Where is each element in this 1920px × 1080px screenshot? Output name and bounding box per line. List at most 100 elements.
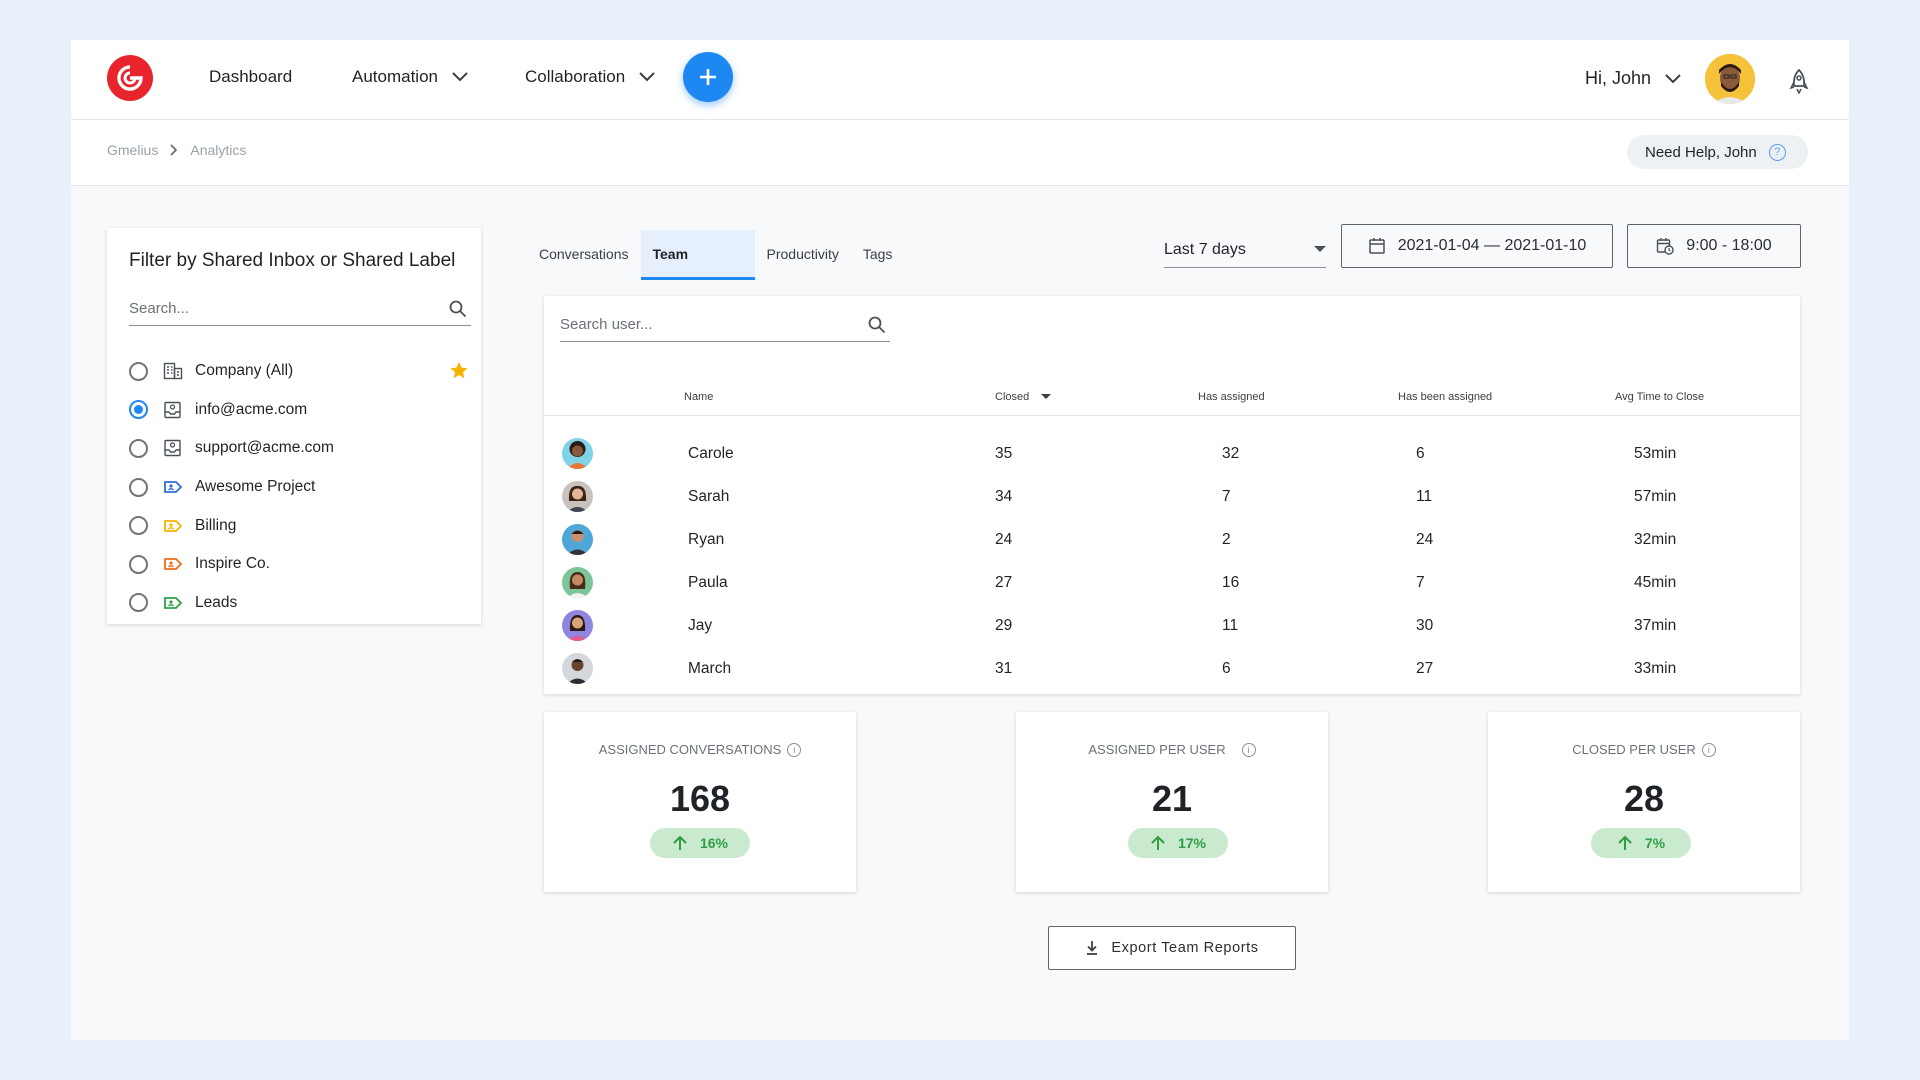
radio-button[interactable] xyxy=(129,593,148,613)
cell-closed: 24 xyxy=(995,530,1013,548)
info-icon[interactable]: i xyxy=(787,742,802,757)
radio-button[interactable] xyxy=(129,477,148,497)
arrow-up-icon xyxy=(673,835,687,850)
tab-tags[interactable]: Tags xyxy=(862,246,893,262)
tab-conversations[interactable]: Conversations xyxy=(539,246,629,262)
need-help-label: Need Help, John xyxy=(1645,143,1757,161)
table-row[interactable]: Paula 27 16 7 45min xyxy=(544,561,1800,604)
search-icon[interactable] xyxy=(449,300,467,318)
need-help-button[interactable]: Need Help, John ? xyxy=(1627,135,1808,169)
cell-closed: 29 xyxy=(995,616,1013,634)
stat-label: ASSIGNED CONVERSATIONS xyxy=(598,742,782,757)
filter-title: Filter by Shared Inbox or Shared Label xyxy=(129,250,456,271)
cell-name: March xyxy=(688,659,732,677)
nav-collaboration[interactable]: Collaboration xyxy=(525,62,655,92)
arrow-up-icon xyxy=(1618,835,1632,850)
filter-item-awesome-project[interactable]: Awesome Project xyxy=(129,468,471,507)
search-icon[interactable] xyxy=(868,316,886,334)
stat-value: 168 xyxy=(669,778,731,819)
download-icon xyxy=(1087,941,1098,955)
export-label: Export Team Reports xyxy=(1111,940,1259,956)
radio-button[interactable] xyxy=(129,361,148,381)
filter-item-label: Inspire Co. xyxy=(195,555,270,573)
nav-dashboard[interactable]: Dashboard xyxy=(209,62,292,92)
cell-closed: 34 xyxy=(995,487,1013,505)
date-range-select[interactable]: Last 7 days xyxy=(1164,232,1326,268)
avatar xyxy=(562,481,593,512)
cell-name: Paula xyxy=(688,573,728,591)
user-search-field xyxy=(560,308,890,342)
rocket-icon[interactable] xyxy=(1789,68,1809,94)
cell-closed: 27 xyxy=(995,573,1013,591)
cell-avg-time: 37min xyxy=(1634,616,1677,634)
filter-item-leads[interactable]: Leads xyxy=(129,584,471,623)
greeting-text: Hi, John xyxy=(1585,68,1652,88)
export-team-reports-button[interactable]: Export Team Reports xyxy=(1048,926,1296,970)
hours-picker-button[interactable]: 9:00 - 18:00 xyxy=(1627,224,1801,268)
label-icon xyxy=(164,519,183,532)
cell-has-assigned: 6 xyxy=(1222,659,1231,677)
info-icon[interactable]: i xyxy=(1701,742,1716,757)
column-header-has-assigned[interactable]: Has assigned xyxy=(1198,391,1265,403)
cell-has-been-assigned: 30 xyxy=(1416,616,1434,634)
avatar xyxy=(562,567,593,598)
breadcrumb-gmelius[interactable]: Gmelius xyxy=(107,142,159,158)
radio-button[interactable] xyxy=(129,438,148,458)
user-search-input[interactable] xyxy=(560,308,890,341)
tab-team[interactable]: Team xyxy=(640,230,755,280)
info-icon[interactable]: i xyxy=(1241,742,1256,757)
filter-item-company[interactable]: Company (All) xyxy=(129,352,471,391)
column-header-closed[interactable]: Closed xyxy=(995,378,1052,416)
cell-has-assigned: 32 xyxy=(1222,444,1240,462)
trend-badge: 17% xyxy=(1128,828,1228,858)
tab-productivity[interactable]: Productivity xyxy=(766,246,839,262)
team-table-card: Name Closed Has assigned Has been assign… xyxy=(544,296,1800,694)
stat-label: CLOSED PER USER xyxy=(1572,742,1696,757)
nav-automation[interactable]: Automation xyxy=(352,62,468,92)
column-header-avg-time[interactable]: Avg Time to Close xyxy=(1615,391,1705,403)
trend-value: 17% xyxy=(1177,835,1207,851)
table-row[interactable]: Ryan 24 2 24 32min xyxy=(544,518,1800,561)
filter-search-input[interactable] xyxy=(129,292,471,325)
radio-button[interactable] xyxy=(129,554,148,574)
stat-card-closed-per-user: CLOSED PER USER i 28 7% xyxy=(1488,712,1800,892)
stat-value: 28 xyxy=(1623,778,1665,819)
breadcrumb: Gmelius Analytics xyxy=(107,142,246,158)
table-row[interactable]: March 31 6 27 33min xyxy=(544,647,1800,690)
report-tabs: Conversations Team Productivity Tags xyxy=(527,230,904,280)
radio-button-selected[interactable] xyxy=(129,400,148,420)
table-row[interactable]: Carole 35 32 6 53min xyxy=(544,432,1800,475)
table-header: Name Closed Has assigned Has been assign… xyxy=(544,378,1800,416)
filter-item-inspire[interactable]: Inspire Co. xyxy=(129,545,471,584)
column-header-name[interactable]: Name xyxy=(684,391,714,403)
trend-value: 7% xyxy=(1644,835,1666,851)
column-header-has-been-assigned[interactable]: Has been assigned xyxy=(1398,391,1493,403)
avatar[interactable] xyxy=(1705,54,1755,104)
trend-badge: 16% xyxy=(650,828,750,858)
calendar-icon xyxy=(1368,238,1385,254)
user-menu[interactable]: Hi, John xyxy=(1585,68,1681,89)
cell-has-been-assigned: 11 xyxy=(1416,487,1433,505)
date-picker-button[interactable]: 2021-01-04 — 2021-01-10 xyxy=(1341,224,1613,268)
add-button[interactable] xyxy=(683,52,733,102)
help-icon: ? xyxy=(1768,143,1786,161)
top-nav: Dashboard Automation Collaboration Hi, J… xyxy=(71,40,1849,120)
avatar xyxy=(562,524,593,555)
filter-item-info[interactable]: info@acme.com xyxy=(129,391,471,430)
stat-card-assigned-per-user: ASSIGNED PER USER i 21 17% xyxy=(1016,712,1328,892)
star-icon[interactable] xyxy=(449,361,469,380)
chevron-right-icon xyxy=(170,144,178,156)
filter-item-label: Company (All) xyxy=(195,362,294,380)
table-row[interactable]: Sarah 34 7 11 57min xyxy=(544,475,1800,518)
radio-button[interactable] xyxy=(129,516,148,536)
cell-closed: 35 xyxy=(995,444,1013,462)
filter-item-billing[interactable]: Billing xyxy=(129,506,471,545)
table-row[interactable]: Jay 29 11 30 37min xyxy=(544,604,1800,647)
avatar xyxy=(562,653,593,684)
filter-item-support[interactable]: support@acme.com xyxy=(129,429,471,468)
app-frame: Dashboard Automation Collaboration Hi, J… xyxy=(71,40,1849,1040)
filter-panel: Filter by Shared Inbox or Shared Label C… xyxy=(107,228,481,624)
gmelius-logo[interactable] xyxy=(107,55,153,101)
cell-has-assigned: 7 xyxy=(1222,487,1231,505)
cell-name: Carole xyxy=(688,444,734,462)
